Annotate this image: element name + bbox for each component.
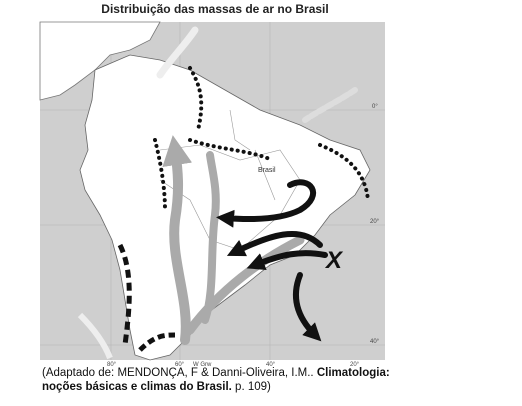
marker-x: X xyxy=(324,247,344,274)
equatorial-air-mass xyxy=(153,26,370,212)
atlantic-air-mass xyxy=(216,179,328,342)
south-america xyxy=(79,54,371,361)
caption-title: Climatologia: noções básicas e climas do… xyxy=(42,367,390,393)
title: Distribuição das massas de ar no Brasil xyxy=(101,2,329,16)
borders xyxy=(159,109,301,251)
longitude-label: W Grw xyxy=(193,362,212,368)
longitude-label: 80° xyxy=(107,362,117,368)
central-america xyxy=(39,21,161,101)
caption: (Adaptado de: MENDONÇA, F & Danni-Olivei… xyxy=(42,366,402,394)
longitude-label: 20° xyxy=(350,362,360,368)
continental-air-mass xyxy=(162,135,305,345)
caption-source: (Adaptado de: MENDONÇA, F & Danni-Olivei… xyxy=(42,367,314,379)
polar-air-mass xyxy=(77,243,176,360)
longitude-label: 40° xyxy=(266,362,276,368)
country-label: Brasil xyxy=(258,167,276,174)
latitude-label: 0° xyxy=(372,104,378,110)
latitude-label: 20° xyxy=(370,219,380,225)
longitude-label: 60° xyxy=(175,362,185,368)
latitude-label: 40° xyxy=(370,339,380,345)
caption-pages: p. 109) xyxy=(235,381,271,393)
